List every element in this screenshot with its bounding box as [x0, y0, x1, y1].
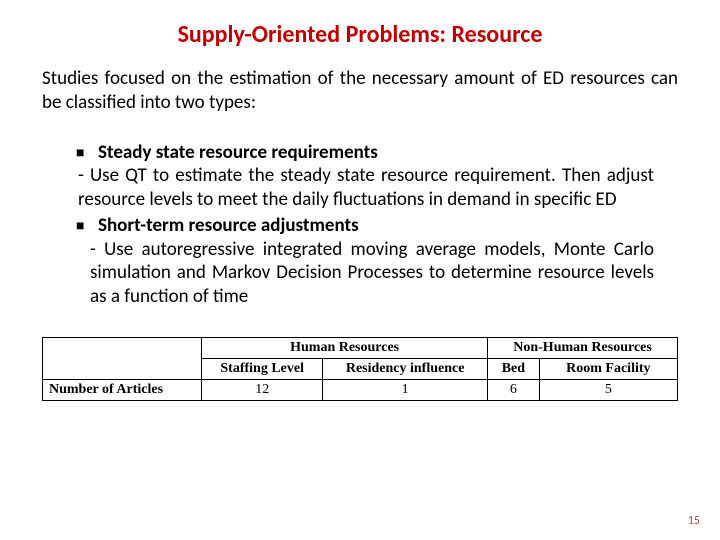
bullet-description: - Use autoregressive integrated moving a…: [90, 238, 654, 309]
intro-text: Studies focused on the estimation of the…: [42, 67, 678, 115]
table-cell: 5: [539, 379, 677, 400]
table-cell: 1: [323, 379, 488, 400]
bullet-label: Steady state resource requirements: [98, 141, 378, 165]
table-corner-cell: [43, 337, 202, 379]
bullet-marker-icon: ■: [76, 214, 98, 238]
articles-table: Human Resources Non-Human Resources Staf…: [42, 337, 678, 401]
table-row-label: Number of Articles: [43, 379, 202, 400]
table-group-header: Non-Human Resources: [488, 337, 678, 358]
table-cell: 12: [202, 379, 323, 400]
table-cell: 6: [488, 379, 540, 400]
list-item: ■ Short-term resource adjustments: [76, 214, 654, 238]
bullet-label: Short-term resource adjustments: [98, 214, 359, 238]
list-item: ■ Steady state resource requirements: [76, 141, 654, 165]
table-subheader: Bed: [488, 358, 540, 379]
bullet-description: - Use QT to estimate the steady state re…: [78, 164, 654, 212]
bullet-list: ■ Steady state resource requirements - U…: [42, 141, 678, 309]
table-subheader: Room Facility: [539, 358, 677, 379]
articles-table-wrap: Human Resources Non-Human Resources Staf…: [42, 337, 678, 401]
bullet-marker-icon: ■: [76, 141, 98, 165]
table-subheader: Staffing Level: [202, 358, 323, 379]
slide-title: Supply-Oriented Problems: Resource: [42, 20, 678, 49]
table-subheader: Residency influence: [323, 358, 488, 379]
slide-content: Supply-Oriented Problems: Resource Studi…: [0, 0, 720, 309]
page-number: 15: [688, 514, 700, 528]
table-group-header: Human Resources: [202, 337, 488, 358]
table-row: Number of Articles 12 1 6 5: [43, 379, 678, 400]
table-header-row: Human Resources Non-Human Resources: [43, 337, 678, 358]
